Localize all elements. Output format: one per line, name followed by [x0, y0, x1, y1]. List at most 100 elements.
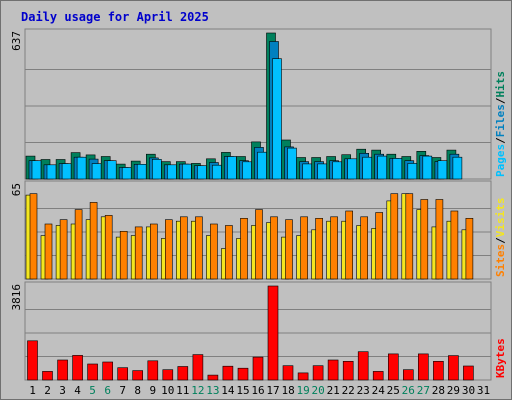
day-label-14: 14 [221, 384, 235, 397]
bar-sites-day-27 [420, 199, 429, 280]
day-label-13: 13 [206, 384, 219, 397]
day-label-17: 17 [266, 384, 279, 397]
bar-kbytes-day-12 [192, 354, 204, 381]
chart-title: Daily usage for April 2025 [21, 10, 209, 24]
bar-sites-day-1 [29, 193, 38, 280]
bar-pages-day-22 [347, 158, 358, 180]
bar-pages-day-7 [121, 167, 132, 180]
bar-pages-day-1 [31, 160, 42, 180]
bar-pages-day-25 [392, 158, 403, 180]
legend-requests: Pages/Files/Hits [494, 71, 507, 177]
bar-kbytes-day-14 [222, 365, 234, 381]
day-label-2: 2 [44, 384, 51, 397]
day-label-24: 24 [372, 384, 386, 397]
bar-kbytes-day-19 [297, 372, 309, 381]
bar-sites-day-28 [435, 199, 444, 280]
bar-sites-day-5 [89, 202, 98, 280]
bar-kbytes-day-5 [87, 363, 98, 381]
day-label-22: 22 [342, 384, 355, 397]
day-label-23: 23 [357, 384, 370, 397]
bar-kbytes-day-17 [267, 285, 279, 381]
day-label-1: 1 [29, 384, 36, 397]
bar-sites-day-19 [300, 216, 308, 280]
bar-sites-day-30 [465, 218, 474, 280]
y-max-label: 65 [10, 183, 23, 196]
bar-pages-day-15 [242, 161, 252, 180]
legend-entry: Pages [494, 144, 507, 177]
legend-visitors: Sites/Visits [494, 198, 507, 278]
day-label-20: 20 [311, 384, 324, 397]
bar-sites-day-2 [44, 223, 53, 280]
bar-sites-day-29 [450, 210, 459, 280]
bar-pages-day-23 [362, 156, 373, 180]
bar-pages-day-2 [46, 164, 57, 180]
bar-pages-day-18 [287, 147, 297, 180]
bar-pages-day-20 [317, 163, 327, 180]
bar-pages-day-13 [212, 164, 222, 180]
bar-sites-day-13 [210, 223, 218, 280]
legend-entry: KBytes [494, 338, 507, 378]
y-max-label: 3816 [10, 284, 23, 311]
bar-sites-day-12 [195, 216, 203, 280]
day-label-12: 12 [191, 384, 204, 397]
bar-pages-day-4 [76, 156, 87, 180]
bar-sites-day-15 [240, 218, 248, 280]
day-label-29: 29 [447, 384, 460, 397]
day-label-18: 18 [281, 384, 294, 397]
bar-kbytes-day-16 [252, 356, 264, 381]
bar-pages-day-27 [422, 155, 433, 180]
bar-pages-day-6 [106, 160, 117, 180]
bar-pages-day-29 [452, 156, 463, 180]
day-label-11: 11 [176, 384, 189, 397]
series-kbytes [27, 285, 474, 381]
bar-kbytes-day-30 [463, 365, 474, 381]
bar-kbytes-day-10 [162, 369, 174, 381]
day-label-9: 9 [149, 384, 156, 397]
legend-entry: / [494, 237, 507, 244]
legend-entry: / [494, 97, 507, 104]
panel-visitors: 65 Sites/Visits [10, 180, 507, 280]
series-visits [25, 193, 470, 280]
bar-kbytes-day-13 [207, 374, 219, 381]
bar-pages-day-8 [136, 164, 147, 180]
bar-kbytes-day-27 [417, 353, 429, 381]
bar-kbytes-day-25 [387, 353, 399, 381]
bar-kbytes-day-15 [237, 367, 249, 381]
day-label-5: 5 [89, 384, 96, 397]
bar-sites-day-6 [104, 215, 113, 280]
bar-kbytes-day-23 [357, 351, 369, 381]
legend-entry: Sites [494, 244, 507, 277]
bar-sites-day-11 [180, 216, 188, 280]
day-label-27: 27 [417, 384, 430, 397]
legend-entry: / [494, 137, 507, 144]
chart-panels: 637Pages/Files/Hits65Sites/Visits3816KBy… [10, 28, 507, 381]
day-label-16: 16 [251, 384, 264, 397]
bar-sites-day-8 [134, 226, 143, 280]
bar-kbytes-day-18 [282, 365, 294, 381]
bar-pages-day-24 [377, 155, 388, 180]
bar-pages-day-11 [182, 163, 192, 180]
bar-pages-day-28 [437, 160, 448, 180]
bar-kbytes-day-28 [433, 360, 444, 381]
bar-pages-day-26 [407, 163, 418, 180]
series-sites [29, 193, 474, 280]
day-label-26: 26 [402, 384, 415, 397]
bar-sites-day-24 [375, 212, 384, 280]
legend-entry: Visits [494, 198, 507, 238]
bar-sites-day-20 [315, 218, 323, 280]
bar-pages-day-10 [167, 164, 177, 180]
bar-sites-day-21 [330, 216, 338, 280]
bar-pages-day-17 [272, 58, 282, 180]
day-label-3: 3 [59, 384, 66, 397]
day-label-8: 8 [134, 384, 141, 397]
day-label-7: 7 [119, 384, 126, 397]
bar-kbytes-day-6 [102, 361, 113, 381]
bar-kbytes-day-9 [147, 360, 159, 381]
bar-kbytes-day-7 [117, 367, 128, 381]
bar-kbytes-day-1 [27, 340, 38, 381]
bar-sites-day-9 [150, 223, 158, 280]
bar-sites-day-17 [270, 216, 278, 280]
bar-pages-day-16 [257, 151, 267, 180]
